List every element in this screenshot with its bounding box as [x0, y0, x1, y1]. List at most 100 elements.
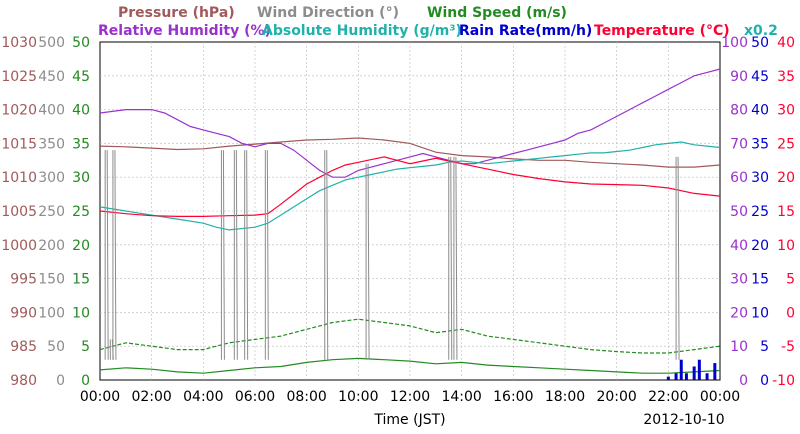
y-tick-label: 995 [10, 272, 37, 288]
y-tick-label: 0 [786, 305, 795, 321]
y-tick-label: 1010 [1, 170, 37, 186]
y-tick-label: 35 [72, 136, 90, 152]
y-tick-label: 985 [10, 339, 37, 355]
y-tick-label: 40 [777, 35, 795, 51]
y-tick-label: 100 [721, 35, 748, 51]
y-tick-label: 50 [72, 35, 90, 51]
y-tick-label: 5 [760, 339, 769, 355]
x-tick-label: 18:00 [545, 389, 585, 405]
legend-entry: Rain Rate(mm/h) [459, 23, 592, 39]
y-tick-label: 30 [751, 170, 769, 186]
y-tick-label: 980 [10, 373, 37, 389]
y-tick-label: 20 [72, 238, 90, 254]
y-tick-label: 50 [751, 35, 769, 51]
series-line [99, 141, 721, 231]
x-tick-label: 08:00 [286, 389, 326, 405]
y-tick-label: 1020 [1, 103, 37, 119]
y-tick-label: 80 [730, 103, 748, 119]
y-tick-label: 990 [10, 305, 37, 321]
x-tick-label: 06:00 [235, 389, 275, 405]
wind-direction-mark [326, 150, 329, 360]
y-tick-label: 25 [777, 136, 795, 152]
wind-direction-mark [106, 150, 109, 360]
y-tick-label: 25 [751, 204, 769, 220]
y-tick-label: 60 [730, 170, 748, 186]
legend-entry: Relative Humidity (%) [98, 23, 271, 39]
x-tick-label: 22:00 [648, 389, 688, 405]
series-line [99, 137, 721, 168]
y-tick-label: 35 [777, 69, 795, 85]
y-tick-label: 100 [38, 305, 65, 321]
y-tick-label: 70 [730, 136, 748, 152]
series-line [99, 318, 721, 354]
y-tick-label: 15 [751, 272, 769, 288]
y-tick-label: 10 [730, 339, 748, 355]
y-tick-label: 5 [786, 272, 795, 288]
y-tick-label: 450 [38, 69, 65, 85]
y-tick-label: 0 [739, 373, 748, 389]
y-tick-label: 50 [47, 339, 65, 355]
y-tick-label: 400 [38, 103, 65, 119]
y-tick-label: 40 [751, 103, 769, 119]
y-tick-label: 90 [730, 69, 748, 85]
y-tick-label: 1025 [1, 69, 37, 85]
y-tick-label: 500 [38, 35, 65, 51]
y-tick-label: 25 [72, 204, 90, 220]
y-tick-label: 200 [38, 238, 65, 254]
y-tick-label: 15 [72, 272, 90, 288]
wind-direction-mark [222, 150, 225, 360]
y-tick-label: 30 [730, 272, 748, 288]
date-label: 2012-10-10 [643, 412, 724, 428]
wind-direction-mark [114, 150, 117, 360]
wind-direction-mark [367, 163, 370, 360]
legend-entry: Wind Direction (°) [257, 5, 399, 21]
legend-entry: Pressure (hPa) [118, 5, 235, 21]
x-tick-label: 00:00 [700, 389, 740, 405]
rain-rate-bar [697, 359, 701, 380]
y-tick-label: 0 [56, 373, 65, 389]
y-tick-label: 10 [777, 238, 795, 254]
wind-direction-mark [450, 156, 453, 360]
y-tick-label: 30 [72, 170, 90, 186]
y-tick-label: 20 [751, 238, 769, 254]
y-tick-label: 10 [72, 305, 90, 321]
series-line [99, 68, 721, 178]
series-line [99, 357, 721, 374]
y-tick-label: 350 [38, 136, 65, 152]
y-tick-label: 1030 [1, 35, 37, 51]
x-tick-label: 14:00 [441, 389, 481, 405]
y-tick-label: 5 [81, 339, 90, 355]
y-tick-label: 10 [751, 305, 769, 321]
x-tick-label: 16:00 [493, 389, 533, 405]
y-tick-label: 15 [777, 204, 795, 220]
y-tick-label: -5 [781, 339, 795, 355]
y-tick-label: 50 [730, 204, 748, 220]
wind-direction-mark [266, 150, 269, 360]
y-tick-label: -10 [772, 373, 795, 389]
wind-direction-mark [677, 156, 680, 360]
y-tick-label: 0 [760, 373, 769, 389]
y-tick-label: 45 [72, 69, 90, 85]
rain-rate-bar [679, 359, 683, 380]
series-line [99, 156, 721, 217]
legend-entry: Wind Speed (m/s) [427, 5, 567, 21]
y-tick-label: 1000 [1, 238, 37, 254]
y-tick-label: 45 [751, 69, 769, 85]
y-tick-label: 30 [777, 103, 795, 119]
wind-direction-mark [235, 150, 238, 360]
y-tick-label: 150 [38, 272, 65, 288]
rain-rate-bar [692, 366, 696, 380]
rain-rate-bar [674, 373, 678, 380]
wind-direction-mark [455, 156, 458, 360]
y-tick-label: 250 [38, 204, 65, 220]
y-tick-label: 20 [730, 305, 748, 321]
y-tick-label: 300 [38, 170, 65, 186]
y-tick-label: 35 [751, 136, 769, 152]
y-tick-label: 40 [730, 238, 748, 254]
x-tick-label: 10:00 [338, 389, 378, 405]
x-tick-label: 00:00 [80, 389, 120, 405]
x-tick-label: 04:00 [183, 389, 223, 405]
legend-entry: Temperature (°C) [594, 23, 730, 39]
x-axis-label: Time (JST) [373, 412, 445, 428]
